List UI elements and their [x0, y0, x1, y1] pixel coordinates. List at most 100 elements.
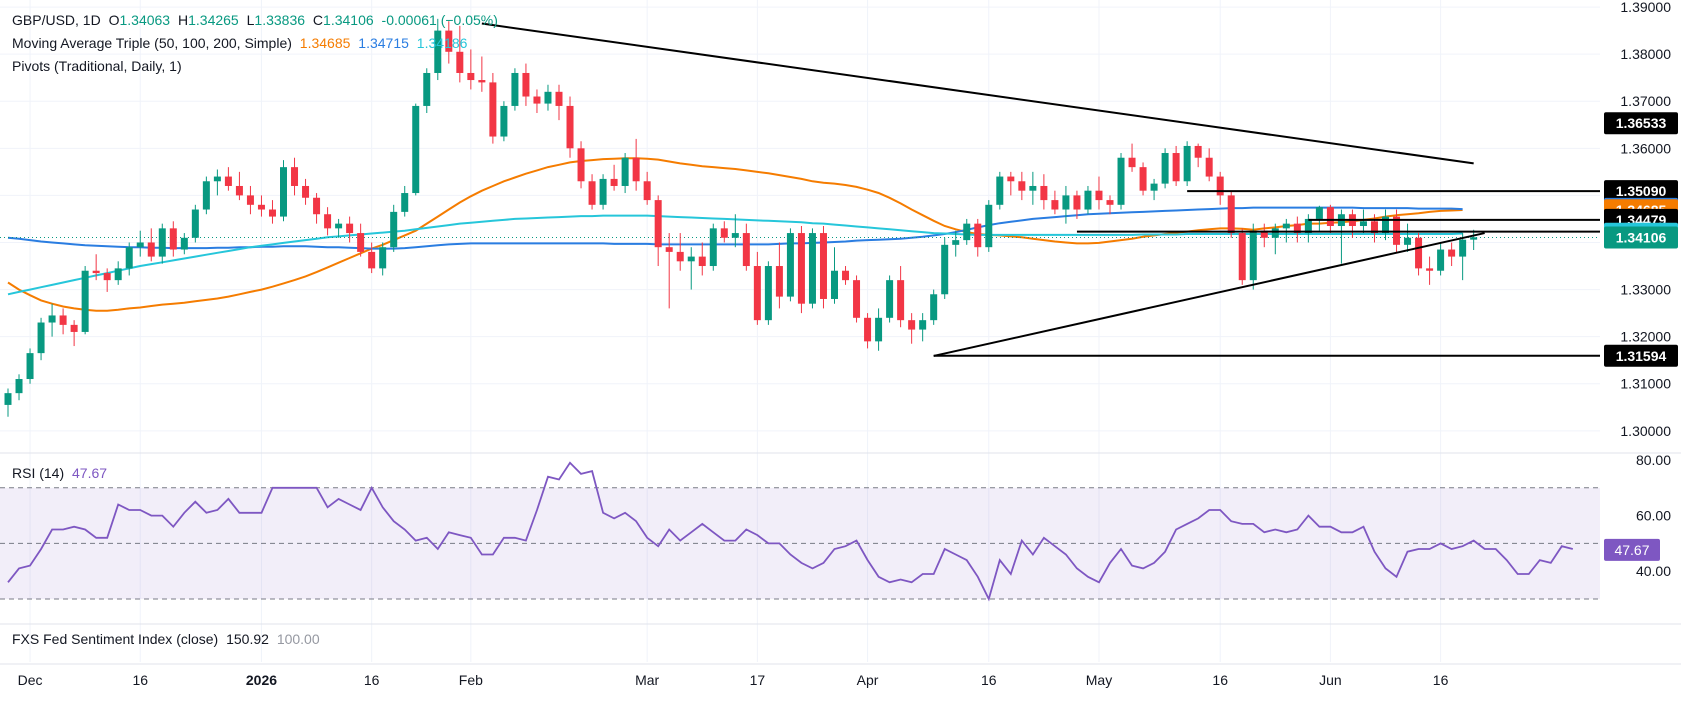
candle-body	[1370, 221, 1378, 234]
candle-body	[588, 181, 596, 205]
candle-body	[1194, 145, 1202, 158]
candle-body	[1227, 195, 1235, 234]
candle-body	[1448, 249, 1456, 257]
candle-body	[59, 315, 67, 325]
candle-body	[1426, 268, 1434, 271]
candle-body	[15, 379, 23, 394]
candle-body	[169, 228, 177, 250]
candle-body	[346, 223, 354, 234]
candle-body	[919, 320, 927, 330]
candle-body	[26, 353, 34, 380]
candle-body	[842, 270, 850, 281]
candle-body	[1382, 216, 1389, 234]
candle-body	[268, 209, 276, 217]
time-tick-label: 16	[132, 672, 148, 688]
candle-body	[1216, 176, 1224, 196]
candle-body	[335, 223, 343, 229]
candle-body	[1470, 237, 1478, 240]
candle-body	[1326, 207, 1334, 226]
candle-body	[853, 280, 861, 318]
candle-body	[114, 268, 122, 281]
candle-body	[1161, 153, 1169, 184]
trendline	[481, 22, 1474, 165]
price-tick-label: 1.36000	[1620, 140, 1671, 156]
time-tick-label: Apr	[857, 672, 879, 688]
candle-body	[1172, 153, 1180, 182]
candle-body	[1437, 249, 1445, 271]
candle-body	[1018, 181, 1026, 191]
candle-body	[1238, 233, 1246, 281]
candle-body	[1084, 190, 1092, 210]
pivots-legend-label: Pivots (Traditional, Daily, 1)	[12, 58, 182, 74]
fxs-legend-value: 150.92	[226, 631, 269, 647]
price-tick-label: 1.37000	[1620, 93, 1671, 109]
candle-body	[467, 72, 475, 81]
time-tick-label: May	[1086, 672, 1112, 688]
price-label-box	[1604, 112, 1678, 135]
candle-body	[654, 200, 662, 248]
candle-body	[1139, 167, 1147, 191]
candle-body	[390, 211, 398, 248]
ma-legend: Moving Average Triple (50, 100, 200, Sim…	[12, 35, 471, 51]
candle-body	[1315, 207, 1323, 219]
candle-body	[1040, 185, 1048, 201]
candle-body	[1459, 239, 1467, 257]
candle-body	[511, 72, 519, 106]
candle-body	[1007, 176, 1015, 182]
price-label-text: 1.34106	[1616, 229, 1667, 245]
candle-body	[643, 181, 651, 201]
fxs-legend-label: FXS Fed Sentiment Index (close)	[12, 631, 219, 647]
candle-body	[1128, 157, 1136, 168]
candle-body	[125, 247, 133, 269]
candle-body	[401, 193, 409, 212]
candle-body	[864, 317, 872, 342]
candle-body	[1271, 228, 1279, 238]
candles	[4, 18, 1478, 417]
price-label-box	[1604, 226, 1678, 249]
rsi-tick-label: 40.00	[1636, 563, 1671, 579]
ma50-value: 1.34685	[299, 35, 351, 51]
candle-body	[1205, 157, 1213, 177]
candle-body	[1359, 221, 1367, 226]
candle-body	[246, 195, 254, 205]
time-tick-label: 16	[1212, 672, 1228, 688]
candle-body	[522, 72, 530, 97]
price-label-text: 1.31594	[1616, 348, 1667, 364]
candle-body	[742, 233, 750, 267]
candle-body	[48, 315, 56, 323]
candle-body	[368, 251, 376, 269]
candle-body	[1073, 195, 1081, 210]
candle-body	[1062, 195, 1070, 210]
price-label-box	[1604, 344, 1678, 367]
candle-body	[775, 266, 783, 297]
candle-body	[665, 247, 673, 252]
candle-body	[291, 167, 299, 186]
price-tick-label: 1.33000	[1620, 282, 1671, 298]
candle-body	[610, 178, 618, 186]
open-label: O	[108, 12, 120, 28]
candle-body	[1404, 237, 1412, 245]
price-tick-label: 1.38000	[1620, 46, 1671, 62]
candle-body	[544, 91, 552, 104]
candle-body	[500, 105, 508, 137]
fxs-legend-ref: 100.00	[276, 631, 320, 647]
candle-body	[709, 228, 717, 267]
rsi-legend-value: 47.67	[72, 465, 108, 481]
candle-body	[963, 223, 971, 241]
candle-body	[158, 228, 166, 257]
rsi-value-text: 47.67	[1614, 542, 1649, 558]
candle-body	[92, 270, 100, 274]
candle-body	[445, 30, 453, 52]
candle-body	[147, 242, 155, 257]
fxs-legend: FXS Fed Sentiment Index (close) 150.92 1…	[12, 631, 324, 647]
candle-body	[103, 273, 111, 281]
candle-body	[797, 233, 805, 304]
candle-body	[313, 197, 321, 215]
candle-body	[456, 51, 464, 73]
candle-body	[136, 242, 144, 248]
ohlc-legend: GBP/USD, 1D O1.34063 H1.34265 L1.33836 C…	[12, 12, 502, 28]
candle-body	[423, 72, 431, 106]
candle-body	[1051, 200, 1059, 210]
price-label-box	[1604, 180, 1678, 203]
